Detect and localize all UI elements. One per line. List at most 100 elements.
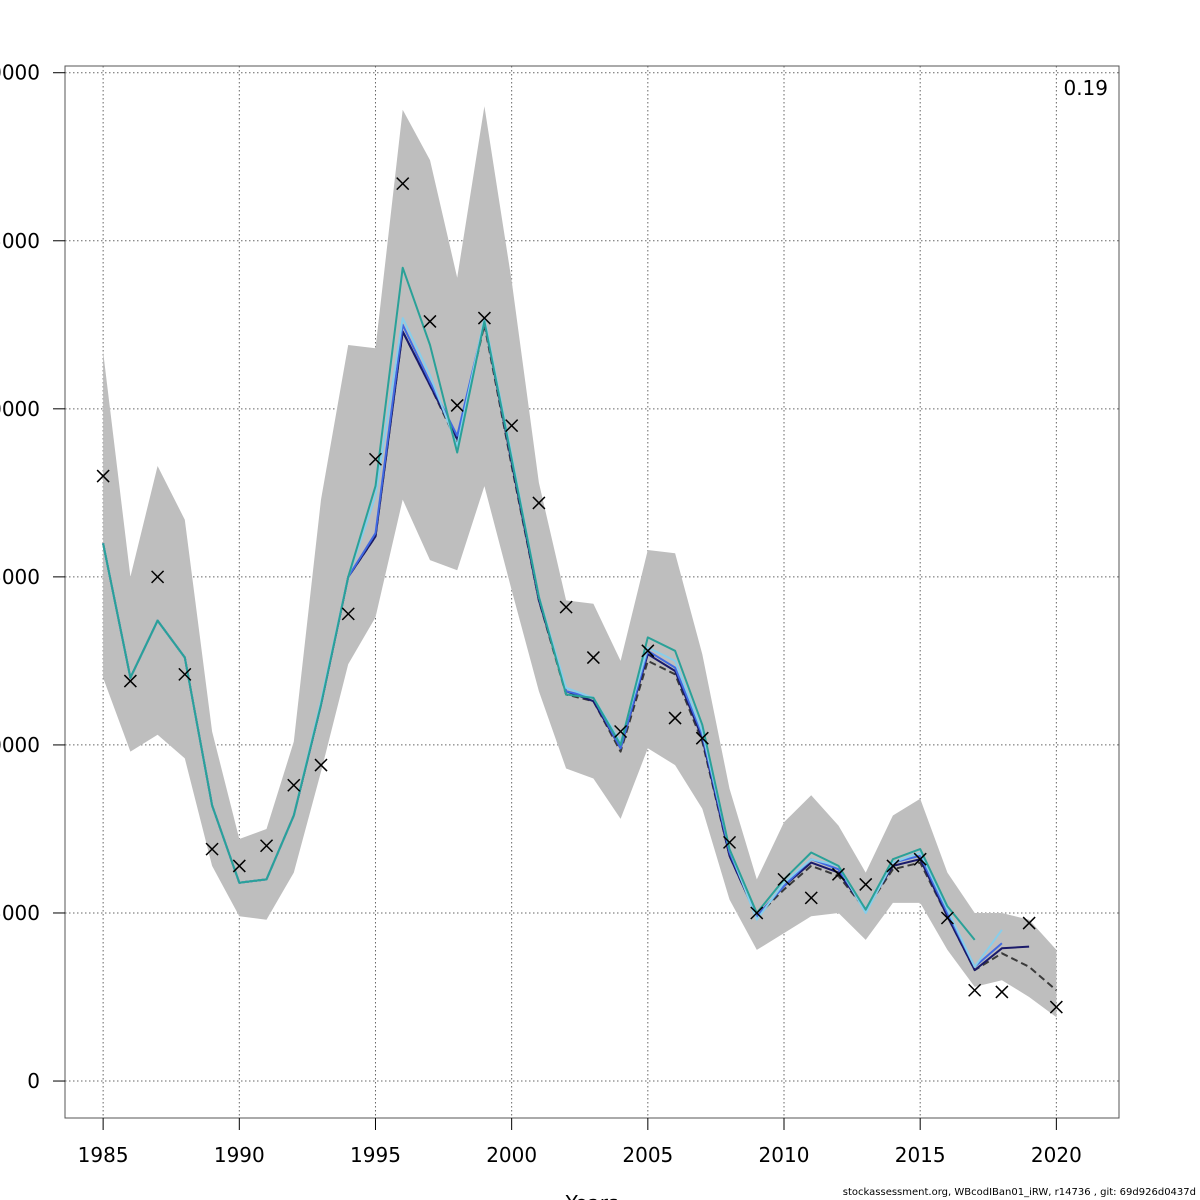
observation-cross-stroke [750,906,764,920]
observation-point [886,859,900,873]
observation-point [151,570,165,584]
observation-cross-stroke [886,859,900,873]
observation-point [314,758,328,772]
observation-point [178,667,192,681]
observation-point [995,985,1009,999]
observation-cross-stroke [1022,916,1036,930]
observation-cross-stroke [995,985,1009,999]
observation-point [423,314,437,328]
x-tick-label: 2010 [759,1143,810,1167]
y-tick-label: 25000 [0,229,40,253]
observation-point [804,891,818,905]
observation-cross-stroke [151,570,165,584]
observation-point [586,651,600,665]
observation-point [205,842,219,856]
observation-point [341,607,355,621]
observation-cross-stroke [859,877,873,891]
observation-point [396,177,410,191]
y-tick-label: 0 [27,1069,40,1093]
observation-point [1049,1000,1063,1014]
x-tick-label: 2005 [622,1143,673,1167]
footer-source-text: stockassessment.org, WBcodIBan01_iRW, r1… [842,1187,1196,1198]
confidence-band [103,106,1057,1018]
observation-point [695,731,709,745]
observation-cross-stroke [804,891,818,905]
observation-cross-stroke [532,496,546,510]
observation-point [559,600,573,614]
observation-cross-stroke [668,711,682,725]
observation-point [668,711,682,725]
observation-cross-stroke [341,607,355,621]
confidence-band-area [103,106,1057,1018]
observation-cross-stroke [368,452,383,466]
series-lines [102,266,1058,992]
grid-lines [65,66,1119,1118]
observation-point [260,839,274,853]
observation-point [940,911,954,925]
observation-point [505,419,519,433]
observation-point [641,644,655,658]
x-tick-label: 1985 [78,1143,129,1167]
observation-point [1022,916,1036,930]
x-axis: 1985 1990 1995 2000 2005 2010 2015 2020 [78,1118,1082,1167]
x-tick-label: 1990 [214,1143,265,1167]
observation-cross-stroke [450,398,464,412]
observation-point [614,724,628,739]
observation-point [723,835,737,849]
x-tick-label: 2000 [486,1143,537,1167]
observation-cross-stroke [505,419,519,433]
observation-cross-stroke [968,983,982,997]
observation-cross-stroke [695,731,709,745]
observation-cross-stroke [723,835,737,849]
x-tick-label: 2020 [1031,1143,1082,1167]
observation-cross-stroke [559,600,573,614]
observation-cross-stroke [831,867,846,881]
y-tick-label: 10000 [0,733,40,757]
observation-cross-stroke [260,839,274,853]
observation-cross-stroke [314,758,328,772]
observation-cross-stroke [614,724,628,739]
observation-cross-stroke [96,469,110,483]
observation-point [532,496,546,510]
observation-cross-stroke [123,674,137,688]
observation-cross-stroke [423,314,437,328]
observation-point [913,852,927,866]
x-axis-title: Years [565,1191,619,1200]
observation-cross-stroke [232,859,246,873]
observation-point [831,867,846,881]
observation-point [777,872,791,886]
y-tick-label: 15000 [0,565,40,589]
observation-point [750,906,764,920]
observation-cross-stroke [641,644,655,658]
observation-markers [96,177,1063,1014]
observation-cross-stroke [287,778,301,792]
observation-point [450,398,464,412]
observation-point [96,469,110,483]
observation-point [123,674,137,688]
y-tick-label: 5000 [0,901,40,925]
observation-cross-stroke [205,842,219,856]
observation-cross-stroke [477,311,491,325]
y-tick-label: 30000 [0,61,40,85]
x-tick-label: 1995 [350,1143,401,1167]
observation-point [477,311,491,325]
observation-cross-stroke [586,651,600,665]
corner-annotation: 0.19 [1063,76,1108,100]
observation-cross-stroke [777,872,791,886]
observation-point [859,877,873,891]
observation-point [368,452,383,466]
series-line-5 [102,266,976,941]
x-tick-label: 2015 [895,1143,946,1167]
plot-border [64,65,1120,1119]
observation-cross-stroke [178,667,192,681]
observation-point [968,983,982,997]
observation-point [287,778,301,792]
observation-cross-stroke [396,177,410,191]
observation-cross-stroke [913,852,927,866]
observation-cross-stroke [1049,1000,1063,1014]
observation-cross-stroke [940,911,954,925]
observation-point [232,859,246,873]
